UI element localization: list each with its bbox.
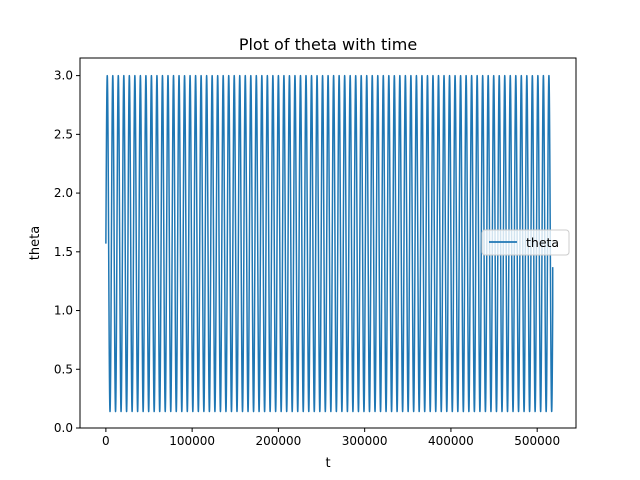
chart-title: Plot of theta with time [239,35,417,54]
y-axis-label: theta [28,226,43,260]
y-axis: 0.0 0.5 1.0 1.5 2.0 2.5 3.0 [54,69,80,435]
legend-box [481,229,570,256]
y-tick-label: 0.5 [54,362,73,376]
y-tick-label: 2.5 [54,127,73,141]
x-axis: 0 100000 200000 300000 400000 500000 [102,428,560,448]
y-tick-label: 3.0 [54,69,73,83]
y-tick-label: 1.0 [54,304,73,318]
x-axis-label: t [325,456,330,471]
plot-frame [79,57,577,429]
series-line-theta [105,74,554,413]
x-tick-label: 500000 [514,434,560,448]
x-tick-label: 100000 [169,434,215,448]
x-tick-label: 200000 [255,434,301,448]
y-tick-label: 0.0 [54,421,73,435]
legend: theta [481,229,570,256]
plot-area [79,57,577,429]
series-layer [105,74,554,413]
x-tick-label: 0 [102,434,110,448]
x-tick-label: 300000 [342,434,388,448]
y-tick-label: 2.0 [54,186,73,200]
x-tick-label: 400000 [428,434,474,448]
y-tick-label: 1.5 [54,245,73,259]
legend-label-theta: theta [526,235,559,250]
